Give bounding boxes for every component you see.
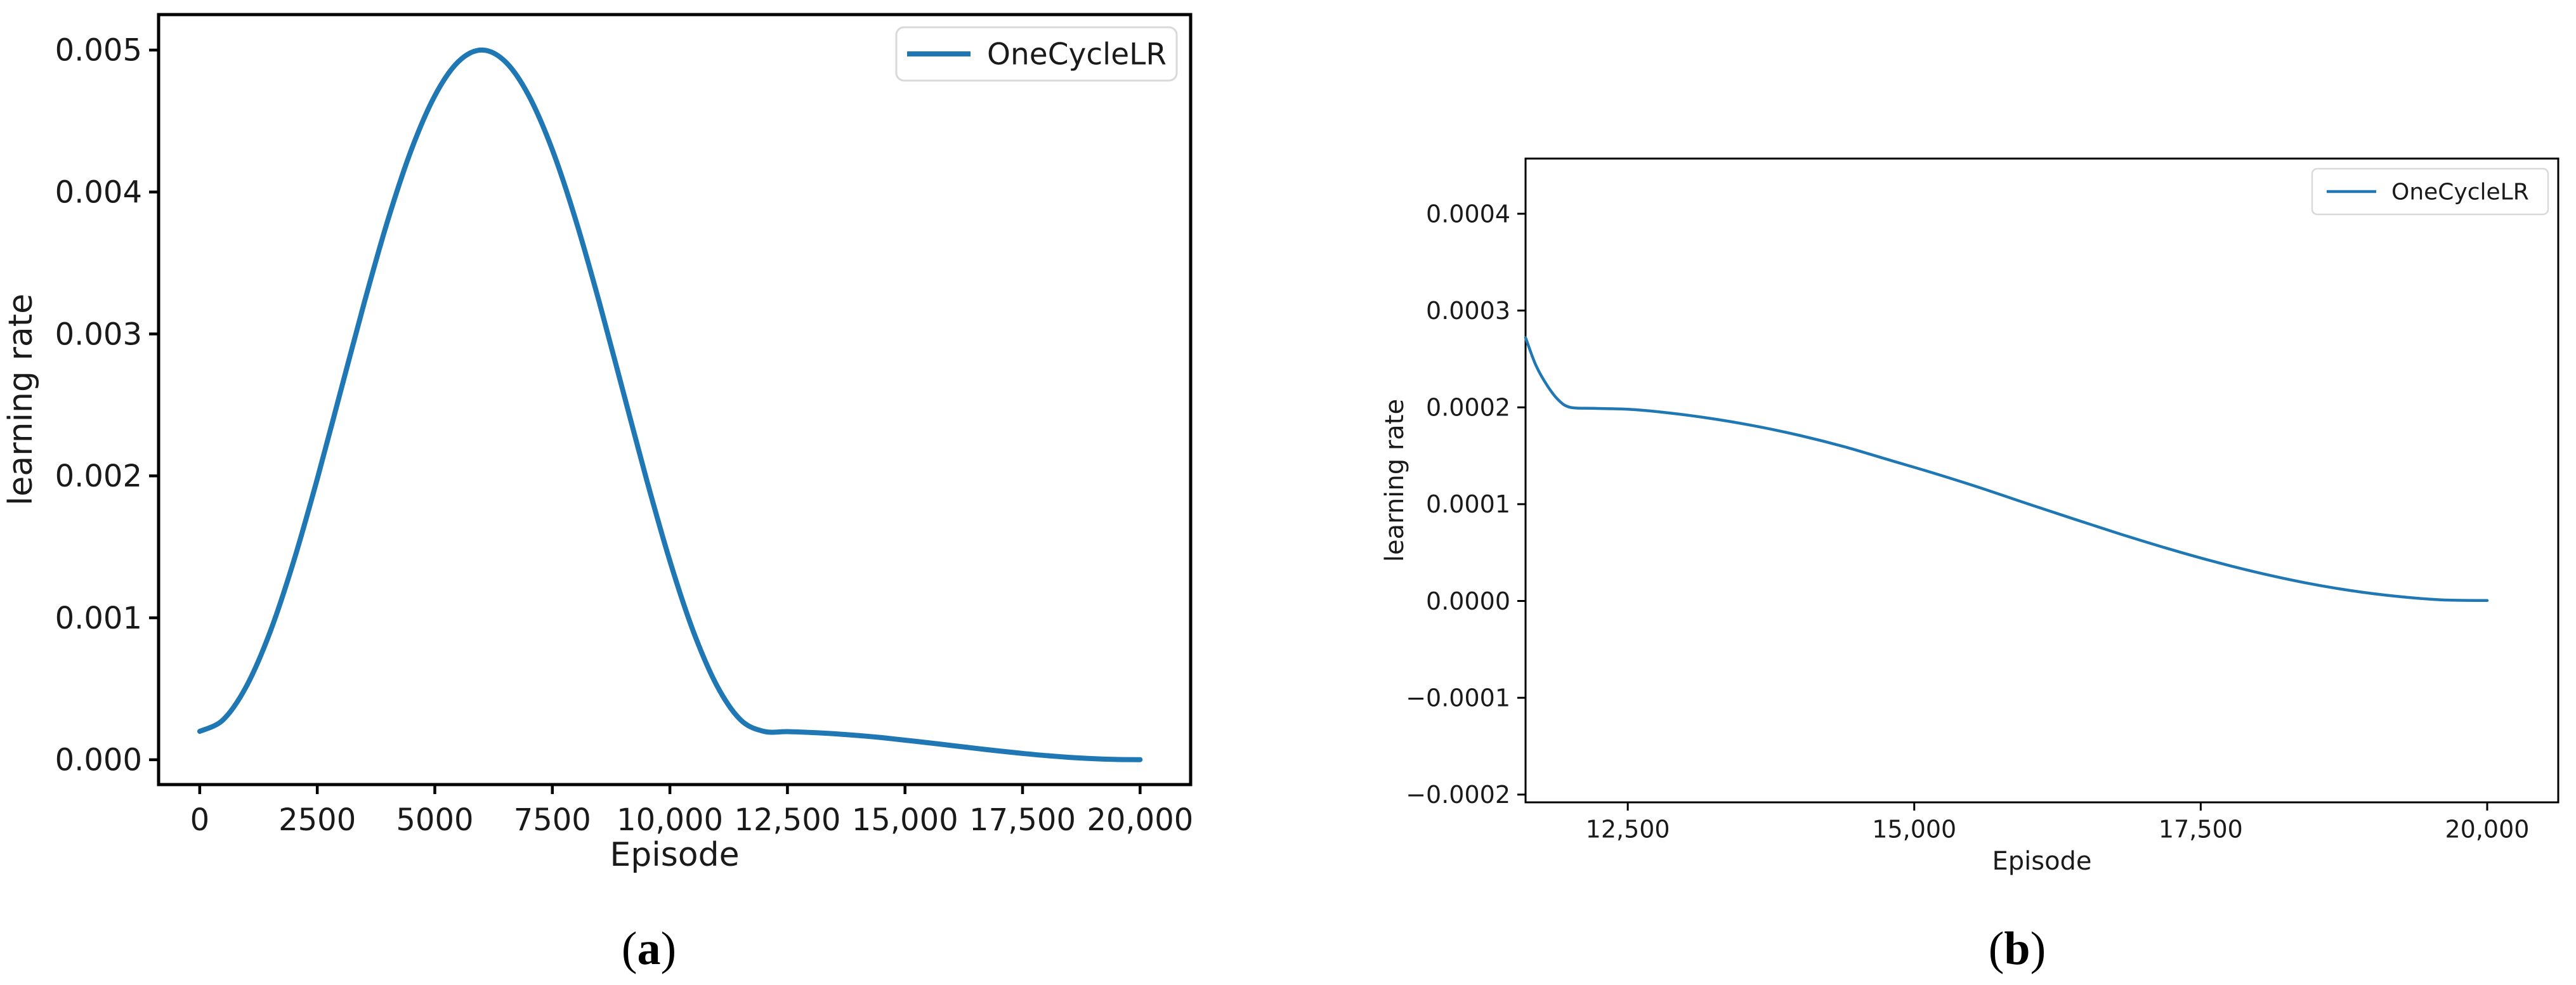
plot-area-border (1524, 157, 2560, 804)
y-tick-label: 0.0002 (1426, 394, 1510, 422)
y-tick-label: −0.0001 (1406, 684, 1510, 712)
x-tick-label: 20,000 (1087, 802, 1193, 838)
y-tick-label: 0.005 (55, 33, 142, 68)
y-tick-label: 0.004 (55, 175, 142, 211)
caption-a-letter: a (637, 923, 661, 975)
x-tick-label: 10,000 (617, 802, 723, 838)
x-tick-label: 12,500 (734, 802, 840, 838)
y-axis-label: learning rate (2, 294, 40, 506)
y-tick-label: −0.0002 (1406, 781, 1510, 809)
x-tick-label: 15,000 (1872, 815, 1956, 843)
x-axis-label: Episode (1992, 847, 2091, 876)
y-tick-label: 0.002 (55, 459, 142, 494)
x-axis-label: Episode (610, 836, 739, 874)
chart-b-learning-rate-zoom: 12,500 15,000 17,500 20,000 −0.0002 −0.0001 0.… (1380, 157, 2560, 876)
plot-area-border (157, 13, 1193, 786)
x-tick-label: 15,000 (852, 802, 958, 838)
legend-label: OneCycleLR (2391, 179, 2529, 205)
caption-b-open-paren: ( (1988, 923, 2004, 975)
y-tick-label: 0.0001 (1426, 490, 1510, 518)
caption-a-close-paren: ) (660, 923, 677, 975)
x-tick-label: 5000 (396, 802, 473, 838)
legend-label: OneCycleLR (987, 37, 1167, 72)
x-tick-label: 17,500 (2159, 815, 2243, 843)
caption-b: (b) (1472, 917, 2563, 983)
y-tick-label: 0.003 (55, 316, 142, 352)
caption-b-letter: b (2004, 923, 2030, 975)
y-tick-label: 0.0004 (1426, 200, 1510, 228)
chart-a-learning-rate-full: 0 2500 5000 7500 10,000 12,500 15,000 17,500 20,… (2, 13, 1193, 874)
legend-box (895, 26, 1178, 82)
x-tick-label: 12,500 (1586, 815, 1670, 843)
y-tick-label: 0.000 (55, 743, 142, 778)
legend-box (2311, 167, 2549, 216)
y-tick-label: 0.0000 (1426, 587, 1510, 615)
x-tick-label: 17,500 (969, 802, 1076, 838)
caption-a: (a) (0, 917, 1298, 983)
caption-a-open-paren: ( (621, 923, 637, 975)
x-tick-label: 2500 (278, 802, 356, 838)
series-line-onecyclelr (1524, 336, 2489, 603)
x-tick-label: 20,000 (2445, 815, 2530, 843)
caption-b-close-paren: ) (2030, 923, 2046, 975)
x-tick-label: 0 (190, 802, 210, 838)
y-axis-label: learning rate (1380, 399, 1409, 562)
x-tick-label: 7500 (514, 802, 591, 838)
y-tick-label: 0.0003 (1426, 297, 1510, 325)
y-tick-label: 0.001 (55, 601, 142, 636)
series-line-onecyclelr (197, 47, 1143, 762)
